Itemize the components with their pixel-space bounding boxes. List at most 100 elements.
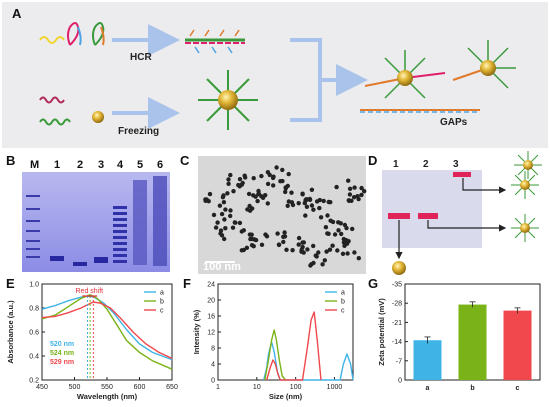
tem-particle <box>311 243 316 249</box>
tem-particle <box>309 187 315 192</box>
gel-d-lane-2: 2 <box>423 159 429 170</box>
series-line-c <box>266 311 322 381</box>
ladder-band <box>26 230 40 232</box>
band-lane-1 <box>50 256 64 261</box>
tem-particle <box>341 236 346 242</box>
chart-g: 0 -7 -14 -21 -28 -35 Zeta potential (mV) a b c <box>377 282 541 392</box>
tem-particle <box>316 250 321 255</box>
y-tick-label: 4 <box>211 362 215 369</box>
tem-particle <box>350 226 355 232</box>
tem-particle <box>308 263 313 268</box>
tem-particle <box>284 247 289 252</box>
tem-particle <box>289 200 295 205</box>
tem-particle <box>253 194 258 199</box>
peak-label: 529 nm <box>50 359 74 366</box>
dna-functionalized-aunp <box>198 70 258 130</box>
chart-e: 450 500 550 600 650 0.2 0.4 0.6 0.8 1.0 Wavelength… <box>6 282 178 402</box>
tem-particle <box>217 203 223 208</box>
tem-particle <box>311 207 316 212</box>
aunp-assemblies <box>511 151 542 242</box>
hcr-product <box>185 29 245 54</box>
tem-particle <box>283 189 288 195</box>
tem-particle <box>352 185 357 190</box>
tem-particle <box>226 177 231 182</box>
tem-particle <box>359 192 364 198</box>
tem-particle <box>237 177 243 182</box>
tem-particle <box>330 243 335 248</box>
tem-particle <box>282 234 288 239</box>
gaps-label: GAPs <box>440 117 468 128</box>
tem-particle <box>282 230 287 235</box>
smear-lane-6 <box>153 176 167 266</box>
tem-particle <box>323 225 329 230</box>
tem-particle <box>225 191 230 196</box>
tem-particle <box>296 242 301 247</box>
tem-particle <box>352 250 357 255</box>
gel-lane-label: 1 <box>54 159 60 171</box>
tem-particle <box>219 233 225 238</box>
panel-e-label: E <box>6 276 15 291</box>
tem-particle <box>327 247 333 252</box>
tem-particle <box>228 213 233 219</box>
tem-particle <box>311 260 316 266</box>
tem-particle <box>250 206 255 211</box>
tem-particle <box>215 220 220 225</box>
ladder-band <box>26 195 40 197</box>
band-lane-4 <box>113 224 127 227</box>
tem-particle <box>263 232 268 237</box>
gel-d-lane-1: 1 <box>393 159 399 170</box>
tem-particle <box>271 174 276 179</box>
x-tick-label: a <box>426 385 430 392</box>
tem-particle <box>289 190 294 195</box>
tem-particle <box>303 213 308 218</box>
peak-label: 520 nm <box>50 341 74 348</box>
tem-nanoparticles <box>203 165 367 268</box>
panel-a-label: A <box>12 6 22 21</box>
tem-particle <box>213 225 219 230</box>
tem-particle <box>256 188 261 194</box>
scale-bar-label: 100 nm <box>203 261 241 273</box>
tem-particle <box>338 221 343 226</box>
band-lane-4 <box>113 248 127 251</box>
legend-label: c <box>341 308 345 315</box>
tem-particle <box>226 181 231 186</box>
legend-label: c <box>160 308 164 315</box>
agarose-gel-image <box>382 170 482 248</box>
panel-e: E 450 500 550 600 650 0.2 0.4 0.6 0.8 1.0 Waveleng… <box>6 276 178 401</box>
tem-particle <box>318 215 324 220</box>
gaps-assembly <box>360 40 516 113</box>
ladder-band <box>26 256 40 258</box>
x-axis-label: Wavelength (nm) <box>77 392 138 401</box>
smear-lane-5 <box>133 180 147 265</box>
tem-particle <box>339 231 344 237</box>
band-lane-4 <box>113 254 127 257</box>
gel-lane-labels: M 1 2 3 4 5 6 <box>30 159 163 171</box>
tem-particle <box>274 165 279 170</box>
x-tick-label: b <box>470 385 474 392</box>
tem-particle <box>359 185 364 191</box>
panel-a: A HCR Freezing <box>2 2 548 148</box>
tem-particle <box>334 184 339 190</box>
band-lane-4 <box>113 242 127 245</box>
tem-particle <box>304 204 310 209</box>
x-tick-label: 650 <box>166 384 178 391</box>
band-lane-4 <box>113 212 127 215</box>
y-tick-label: 8 <box>211 346 215 353</box>
merge-arrow-top <box>290 38 368 96</box>
tem-particle <box>281 239 286 245</box>
tem-particle <box>335 248 340 253</box>
tem-particle <box>223 226 228 231</box>
tem-particle <box>313 253 318 258</box>
tem-particle <box>204 197 209 202</box>
tem-image <box>198 156 366 274</box>
tem-particle <box>248 236 253 242</box>
tem-particle <box>309 203 315 208</box>
plot-frame <box>217 283 354 381</box>
tem-particle <box>239 182 244 187</box>
tem-particle <box>259 242 265 247</box>
dna-hairpins <box>39 22 105 46</box>
x-tick-label: 450 <box>36 384 48 391</box>
panel-f: F 1 10 100 1000 0 4 8 12 16 20 24 Size (nm) Intensit… <box>183 276 354 401</box>
ladder-band <box>26 220 40 222</box>
